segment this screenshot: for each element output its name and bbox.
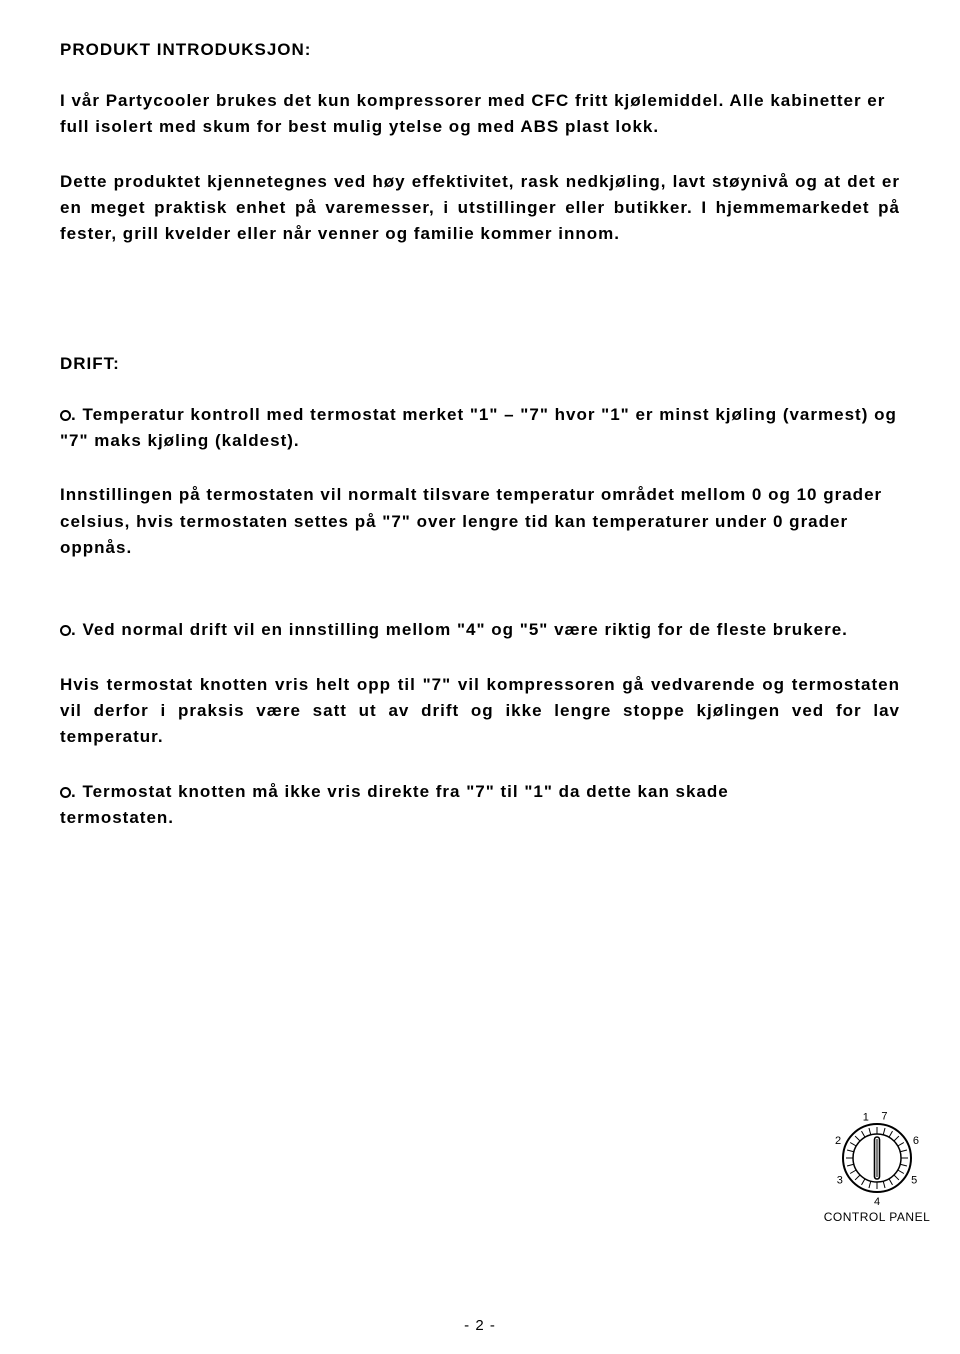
drift-bullet-2: . Ved normal drift vil en innstilling me… [60, 617, 900, 643]
svg-text:7: 7 [881, 1111, 887, 1123]
control-panel-figure: 1 2 3 4 5 6 7 CONTROL PANEL [822, 1110, 932, 1224]
figure-caption: CONTROL PANEL [822, 1210, 932, 1224]
drift-paragraph-1: Innstillingen på termostaten vil normalt… [60, 482, 900, 561]
bullet-text: . Termostat knotten må ikke vris direkte… [60, 782, 729, 827]
thermostat-dial-icon: 1 2 3 4 5 6 7 [829, 1110, 925, 1206]
page-number: - 2 - [0, 1317, 960, 1334]
intro-paragraph-1: I vår Partycooler brukes det kun kompres… [60, 88, 900, 141]
bullet-text: . Temperatur kontroll med termostat merk… [60, 405, 897, 450]
bullet-icon [60, 410, 71, 421]
svg-text:2: 2 [835, 1135, 841, 1147]
drift-bullet-1: . Temperatur kontroll med termostat merk… [60, 402, 900, 455]
intro-paragraph-2: Dette produktet kjennetegnes ved høy eff… [60, 169, 900, 248]
section-heading: PRODUKT INTRODUKSJON: [60, 40, 900, 60]
bullet-text: . Ved normal drift vil en innstilling me… [71, 620, 848, 639]
svg-text:6: 6 [913, 1135, 919, 1147]
svg-text:1: 1 [863, 1111, 869, 1123]
svg-text:5: 5 [911, 1175, 917, 1187]
section-heading-drift: DRIFT: [60, 354, 900, 374]
svg-text:3: 3 [837, 1175, 843, 1187]
drift-bullet-3: . Termostat knotten må ikke vris direkte… [60, 779, 900, 832]
bullet-icon [60, 625, 71, 636]
svg-text:4: 4 [874, 1196, 880, 1206]
bullet-icon [60, 787, 71, 798]
drift-paragraph-2: Hvis termostat knotten vris helt opp til… [60, 672, 900, 751]
